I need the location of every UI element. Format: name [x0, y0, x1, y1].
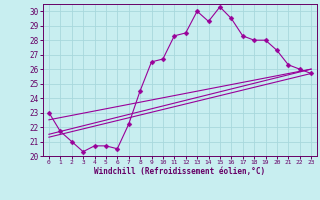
X-axis label: Windchill (Refroidissement éolien,°C): Windchill (Refroidissement éolien,°C)	[94, 167, 266, 176]
